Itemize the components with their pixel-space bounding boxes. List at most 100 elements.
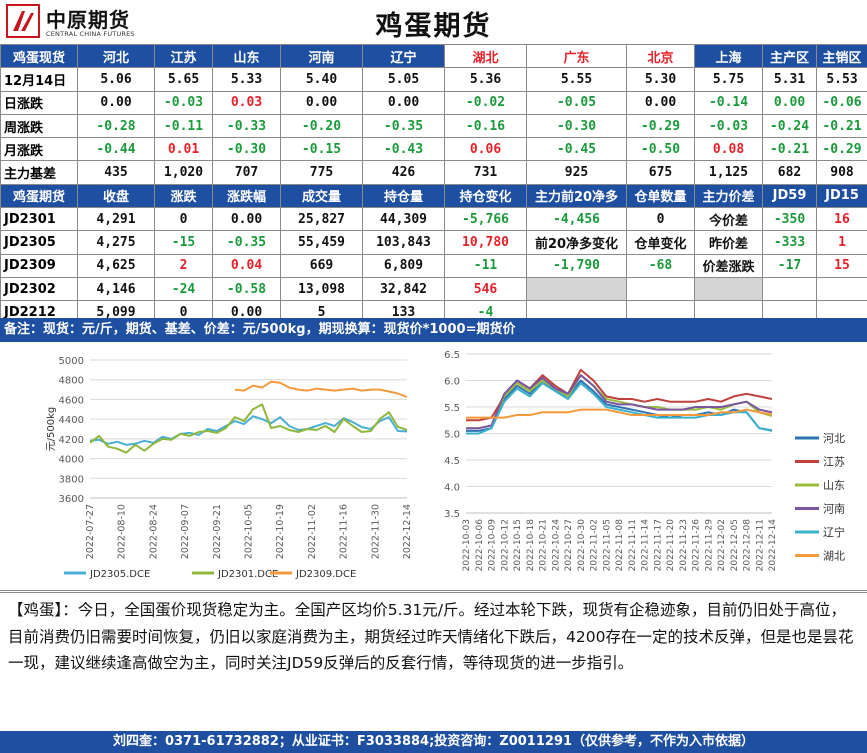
spot-header-cell: 河北 [77,43,155,69]
y-tick-label: 4800 [59,376,84,387]
spot-cell: -0.30 [212,137,281,162]
spot-cell: 1,020 [154,160,213,185]
spot-cell: -0.03 [154,90,213,115]
contract-label: JD2301 [0,207,78,232]
spot-cell: -0.33 [212,113,281,139]
futures-header-cell: 仓单数量 [626,183,695,209]
x-tick-label: 2022-12-08 [743,519,753,572]
charts-area: 元/500kg 3600 3800 4000 4200 4400 4600 4800 5000 2… [0,342,867,591]
x-tick-label: 2022-10-27 [564,519,574,571]
spot-cell: 5.06 [77,67,155,92]
futures-header-cell: 涨跌 [154,183,213,209]
x-tick-label: 2022-09-21 [212,504,223,559]
x-tick-label: 2022-11-08 [615,519,625,572]
futures-header-cell: 持仓变化 [444,183,527,209]
spot-cell: -0.06 [816,90,867,115]
y-axis-label: 元/500kg [46,407,57,452]
futures-header-cell: 涨跌幅 [212,183,281,209]
series-line-hubei [466,408,773,419]
row-label: 12月14日 [0,67,78,92]
futures-cell: 0 [626,207,695,232]
futures-cell: 546 [444,276,527,302]
spot-cell: -0.14 [694,90,763,115]
spot-header-cell: 北京 [626,43,695,69]
futures-cell: 4,146 [77,276,155,302]
spot-cell: -0.45 [526,137,627,162]
empty-cell [526,276,627,302]
x-tick-label: 2022-10-21 [539,519,549,571]
empty-cell [816,276,867,302]
spot-cell: 5.65 [154,67,213,92]
futures-cell: 13,098 [280,276,363,302]
x-tick-label: 2022-11-26 [692,519,702,572]
y-tick-label: 6.5 [444,350,460,361]
y-tick-label: 4200 [59,435,84,446]
y-tick-label: 5.5 [444,403,460,414]
futures-row: JD2309 4,625 2 0.04 669 6,809 -11 -1,790 -68 价差涨跌… [0,253,867,278]
futures-cell: -4,456 [526,207,627,232]
x-tick-label: 2022-11-17 [653,519,663,571]
contract-label: JD2309 [0,253,78,278]
spot-header-cell: 湖北 [444,43,527,69]
y-tick-label: 3800 [59,474,84,485]
spot-cell: -0.43 [362,137,445,162]
futures-cell: 2 [154,253,213,278]
spot-cell: 5.05 [362,67,445,92]
spot-cell: -0.35 [362,113,445,139]
spot-cell: 5.31 [762,67,817,92]
futures-cell: 6,809 [362,253,445,278]
futures-cell: 103,843 [362,230,445,255]
y-tick-label: 4400 [59,415,84,426]
futures-header-row: 鸡蛋期货 收盘 涨跌 涨跌幅 成交量 持仓量 持仓变化 主力前20净多 仓单数量 主力价差 JD59… [0,183,867,209]
series-line-shandong [466,374,773,430]
empty-cell [626,276,695,302]
spot-cell: 731 [444,160,527,185]
x-tick-label: 2022-10-18 [526,519,536,572]
futures-header-cell: 鸡蛋期货 [0,183,78,209]
futures-cell: 0.00 [212,207,281,232]
y-tick-label: 4600 [59,395,84,406]
legend-label: JD2305.DCE [89,569,150,580]
x-tick-label: 2022-12-05 [730,519,740,571]
futures-cell: 0 [154,207,213,232]
futures-cell: -15 [154,230,213,255]
legend-label: JD2301.DCE [217,569,278,580]
y-tick-label: 4000 [59,455,84,466]
spot-cell: -0.24 [762,113,817,139]
futures-price-chart: 元/500kg 3600 3800 4000 4200 4400 4600 4800 5000 2… [46,356,413,580]
futures-cell: 669 [280,253,363,278]
spot-cell: -0.16 [444,113,527,139]
futures-cell: 55,459 [280,230,363,255]
logo-mark-icon [6,4,40,38]
spot-cell: 5.55 [526,67,627,92]
y-tick-label: 3.5 [444,509,460,520]
note-bar: 备注：现货：元/斤，期货、基差、价差：元/500kg，期现换算：现货价*1000… [0,318,867,342]
company-logo: 中原期货 CENTRAL CHINA FUTURES [6,4,156,42]
spot-cell: 0.00 [362,90,445,115]
x-tick-label: 2022-11-29 [704,519,714,572]
spot-cell: -0.29 [816,137,867,162]
spot-header-cell: 河南 [280,43,363,69]
y-tick-label: 3600 [59,494,84,505]
spot-cell: -0.29 [626,113,695,139]
spot-cell: 707 [212,160,281,185]
logo-text-en: CENTRAL CHINA FUTURES [46,30,135,38]
legend-label: 山东 [823,479,845,492]
futures-cell: 仓单变化 [626,230,695,255]
spot-cell: 925 [526,160,627,185]
futures-header-cell: 持仓量 [362,183,445,209]
spot-cell: 682 [762,160,817,185]
spot-header-cell: 山东 [212,43,281,69]
spot-cell: -0.21 [816,113,867,139]
legend-label: 江苏 [823,456,845,469]
futures-cell: 4,625 [77,253,155,278]
x-tick-label: 2022-10-09 [488,519,498,572]
spot-cell: -0.03 [694,113,763,139]
spot-cell: 5.75 [694,67,763,92]
futures-cell: -11 [444,253,527,278]
futures-cell: 前20净多变化 [526,230,627,255]
spot-cell: 5.33 [212,67,281,92]
futures-cell: 4,275 [77,230,155,255]
row-label: 周涨跌 [0,113,78,139]
